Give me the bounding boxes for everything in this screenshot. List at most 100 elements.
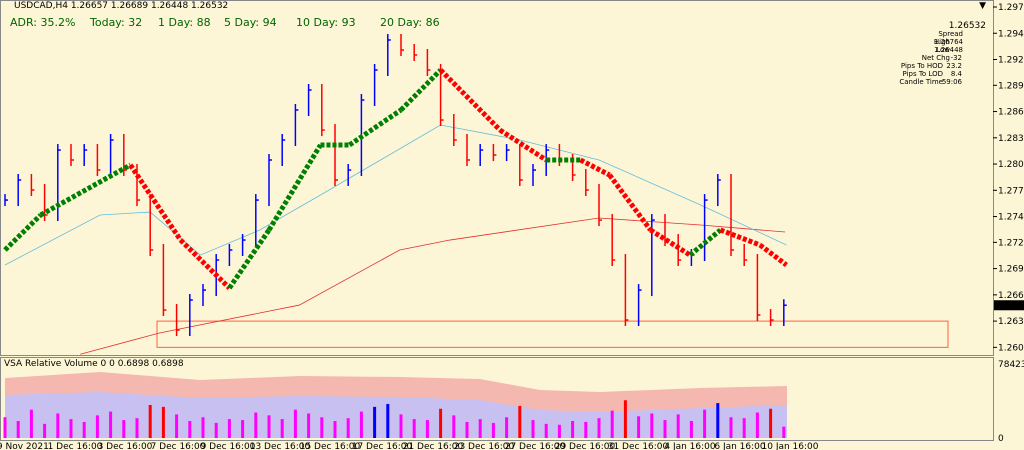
info-value: 59:06 — [942, 78, 963, 86]
y-tick-label: 1.29200 — [998, 56, 1024, 66]
volume-band — [5, 392, 787, 438]
x-tick-label: 31 Dec 16:00 — [608, 442, 669, 450]
x-tick-label: 27 Dec 16:00 — [505, 442, 566, 450]
volume-bar — [386, 404, 390, 438]
volume-bar — [412, 419, 416, 438]
x-tick-label: 21 Dec 16:00 — [403, 442, 464, 450]
signal-segment — [758, 243, 788, 267]
info-label: High — [934, 38, 950, 46]
info-label: Candle Time — [899, 78, 943, 86]
volume-bar — [557, 424, 561, 438]
volume-bar — [69, 419, 73, 438]
volume-bar — [201, 417, 205, 438]
y-tick-label: 1.28065 — [998, 160, 1024, 170]
volume-bar — [465, 421, 469, 438]
volume-bar — [29, 409, 33, 438]
volume-bar — [175, 414, 179, 438]
volume-bar — [531, 420, 535, 438]
signal-segment — [438, 68, 502, 132]
main-panel — [0, 0, 994, 356]
signal-segment — [348, 107, 403, 148]
volume-bar — [491, 422, 495, 438]
volume-bar — [689, 421, 693, 438]
signal-segment — [266, 143, 323, 232]
volume-bar — [518, 405, 522, 438]
y-tick-label: 1.29485 — [998, 29, 1024, 39]
slow_ma — [80, 217, 786, 355]
volume-bar — [320, 417, 324, 438]
volume-bar — [610, 410, 614, 438]
volume-bar — [241, 420, 245, 438]
info-value: 1.26764 — [934, 38, 963, 46]
signal-segment — [498, 127, 548, 163]
adr: Today: 32 — [89, 16, 142, 29]
volume-bar — [214, 422, 218, 438]
volume-bar — [452, 415, 456, 438]
adr: ADR: 35.2% — [10, 16, 75, 29]
zone — [156, 320, 949, 348]
x-tick-label: 15 Dec 16:00 — [300, 442, 361, 450]
current-price-box — [994, 300, 1024, 311]
signal-segment — [649, 227, 692, 258]
volume-bar — [109, 411, 113, 438]
y-tick-label: 1.26360 — [998, 317, 1024, 327]
volume-bar — [82, 421, 86, 438]
x-tick-label: 10 Jan 16:00 — [762, 442, 819, 450]
info-price: 1.26532 — [949, 21, 986, 31]
signal-segment — [399, 68, 443, 112]
volume-bar — [161, 406, 165, 438]
info-value: -32 — [951, 54, 962, 62]
info-label: Net Chg — [922, 54, 950, 62]
volume-bar — [148, 404, 152, 438]
volume-bar — [676, 414, 680, 438]
volume-bar — [544, 423, 548, 438]
x-tick-label: 1 Dec 16:00 — [48, 442, 103, 450]
volume-bar — [227, 419, 231, 438]
x-tick-label: 29 Nov 2021 — [0, 442, 49, 450]
volume-bar — [307, 413, 311, 438]
info-label: Pips To HOD — [901, 62, 943, 70]
adr: 5 Day: 94 — [224, 16, 277, 29]
volume-bar — [571, 421, 575, 438]
y-tick-label: 1.26930 — [998, 265, 1024, 275]
info-value: 1.26448 — [934, 46, 963, 54]
volume-bar — [742, 418, 746, 438]
volume-bar — [425, 420, 429, 438]
volume-bar — [399, 414, 403, 438]
signal-segment — [719, 227, 761, 248]
volume-bar — [478, 419, 482, 438]
y-tick-label: 1.26645 — [998, 291, 1024, 301]
volume-bar — [333, 421, 337, 438]
adr: 20 Day: 86 — [380, 16, 440, 29]
y-tick-label: 1.27215 — [998, 238, 1024, 248]
y-tick-label: 1.28350 — [998, 134, 1024, 144]
volume-bar — [43, 423, 47, 438]
x-tick-label: 6 Jan 16:00 — [714, 442, 766, 450]
close-button[interactable]: ▼ — [979, 1, 986, 11]
info-label: Spread — [938, 30, 963, 38]
volume-bar — [254, 412, 258, 438]
volume-bar — [188, 421, 192, 438]
y-tick-label: 1.26075 — [998, 343, 1024, 353]
signal-segment — [178, 238, 232, 290]
signal-segment — [39, 162, 132, 218]
info-value: 8.4 — [951, 70, 963, 78]
info-value: 23.2 — [946, 62, 962, 70]
volume-bar — [597, 418, 601, 438]
volume-title: VSA Relative Volume 0 0 0.6898 0.6898 — [4, 359, 184, 369]
signal-segment — [579, 157, 611, 178]
signal-segment — [688, 228, 723, 257]
volume-bar — [280, 419, 284, 438]
volume-bar — [56, 413, 60, 438]
info-label: Pips To LOD — [903, 70, 943, 78]
volume-bar — [293, 409, 297, 438]
volume-bar — [755, 412, 759, 438]
volume-bar — [3, 417, 7, 438]
volume-bar — [135, 418, 139, 438]
volume-bar — [584, 421, 588, 438]
current-price-label: 1.26532 — [997, 301, 1024, 311]
volume-bar — [346, 418, 350, 438]
y-tick-label: 1.29770 — [998, 3, 1024, 13]
volume-bar — [439, 408, 443, 438]
